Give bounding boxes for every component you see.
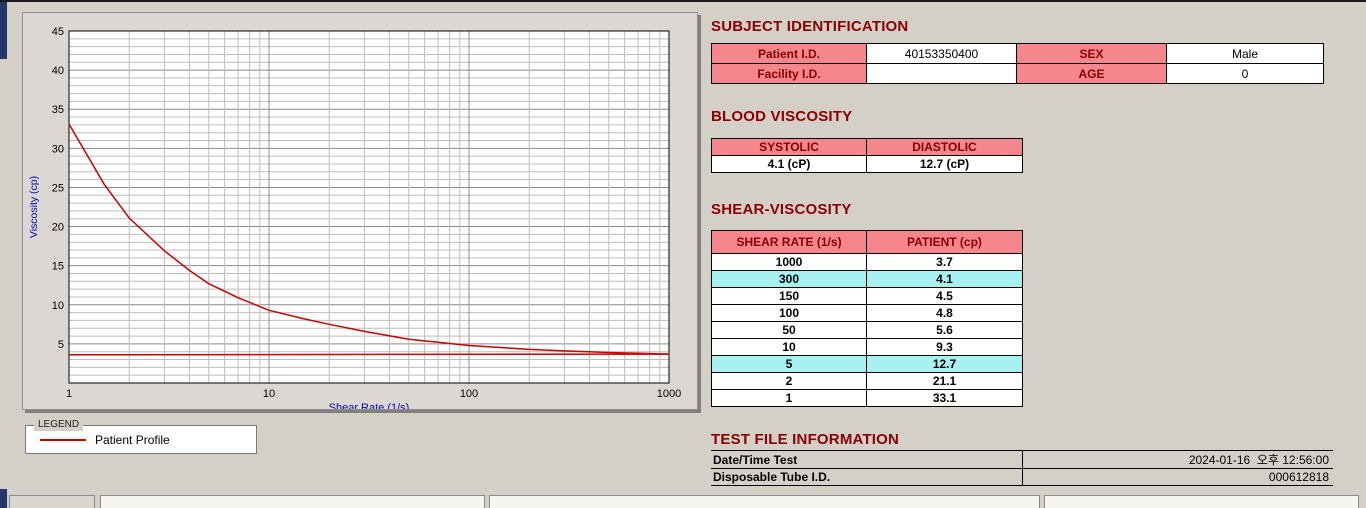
legend-title: LEGEND: [34, 418, 84, 431]
shear-row: 1000 3.7: [711, 253, 1023, 271]
svg-text:25: 25: [52, 182, 64, 194]
disposable-tube-id-value: 000612818: [1021, 468, 1333, 486]
subject-identification-table: Patient I.D. 40153350400 SEX Male Facili…: [711, 43, 1324, 84]
svg-text:Viscosity (cp): Viscosity (cp): [28, 176, 40, 238]
systolic-header: SYSTOLIC: [711, 138, 867, 156]
shear-rate-cell: 2: [711, 372, 867, 390]
window-edge-accent-bottom-left: [0, 489, 7, 508]
patient-id-value: 40153350400: [866, 43, 1017, 64]
svg-text:30: 30: [52, 143, 64, 155]
shear-row: 100 4.8: [711, 304, 1023, 322]
patient-cp-cell: 4.5: [866, 287, 1023, 305]
facility-id-label: Facility I.D.: [711, 63, 867, 84]
svg-text:40: 40: [52, 65, 64, 77]
table-row: Disposable Tube I.D. 000612818: [711, 468, 1333, 486]
table-row: SYSTOLIC DIASTOLIC: [711, 138, 1023, 156]
table-header-row: SHEAR RATE (1/s) PATIENT (cp): [711, 230, 1023, 254]
facility-id-value: [866, 63, 1017, 84]
window-edge-accent-top-left: [0, 2, 7, 59]
sex-label: SEX: [1016, 43, 1167, 64]
patient-cp-cell: 12.7: [866, 355, 1023, 373]
patient-cp-cell: 21.1: [866, 372, 1023, 390]
date-time-test-value: 2024-01-16 오후 12:56:00: [1021, 450, 1333, 469]
taskbar-segment[interactable]: [9, 495, 95, 508]
patient-cp-cell: 33.1: [866, 389, 1023, 407]
sex-value: Male: [1166, 43, 1324, 64]
table-row: Facility I.D. AGE 0: [711, 63, 1324, 84]
test-file-information-table: Date/Time Test 2024-01-16 오후 12:56:00 Di…: [711, 450, 1333, 486]
shear-row: 150 4.5: [711, 287, 1023, 305]
patient-cp-cell: 3.7: [866, 253, 1023, 271]
diastolic-header: DIASTOLIC: [866, 138, 1023, 156]
patient-cp-header: PATIENT (cp): [866, 230, 1023, 254]
shear-rate-cell: 5: [711, 355, 867, 373]
test-file-information-title: TEST FILE INFORMATION: [711, 431, 900, 448]
shear-row: 50 5.6: [711, 321, 1023, 339]
shear-rate-cell: 1: [711, 389, 867, 407]
table-row: 4.1 (cP) 12.7 (cP): [711, 155, 1023, 173]
viscosity-chart: 5 10 15 20 25 30 35 40 45 1 10 100 1000 Viscosity (cp…: [28, 26, 681, 409]
taskbar-segment[interactable]: [1044, 495, 1359, 508]
shear-viscosity-table: SHEAR RATE (1/s) PATIENT (cp) 1000 3.7 300…: [711, 230, 1023, 407]
subject-identification-title: SUBJECT IDENTIFICATION: [711, 18, 909, 35]
shear-rate-cell: 10: [711, 338, 867, 356]
svg-text:10: 10: [52, 300, 64, 312]
shear-row: 5 12.7: [711, 355, 1023, 373]
svg-text:10: 10: [263, 388, 275, 400]
shear-rate-cell: 150: [711, 287, 867, 305]
taskbar-segment[interactable]: [100, 495, 485, 508]
svg-text:1000: 1000: [657, 388, 681, 400]
shear-rate-cell: 100: [711, 304, 867, 322]
age-label: AGE: [1016, 63, 1167, 84]
disposable-tube-id-label: Disposable Tube I.D.: [711, 468, 1022, 486]
legend-entry: Patient Profile: [26, 426, 256, 453]
svg-text:45: 45: [52, 26, 64, 38]
svg-text:1: 1: [66, 388, 72, 400]
age-value: 0: [1166, 63, 1324, 84]
table-row: Patient I.D. 40153350400 SEX Male: [711, 43, 1324, 64]
viscosity-chart-panel: 5 10 15 20 25 30 35 40 45 1 10 100 1000 Viscosity (cp…: [22, 12, 698, 410]
chart-legend: LEGEND Patient Profile: [25, 418, 257, 454]
shear-row: 10 9.3: [711, 338, 1023, 356]
svg-text:15: 15: [52, 261, 64, 273]
blood-viscosity-title: BLOOD VISCOSITY: [711, 108, 853, 125]
date-time-test-label: Date/Time Test: [711, 450, 1022, 469]
shear-viscosity-title: SHEAR-VISCOSITY: [711, 201, 852, 218]
patient-id-label: Patient I.D.: [711, 43, 867, 64]
shear-row: 1 33.1: [711, 389, 1023, 407]
shear-row: 300 4.1: [711, 270, 1023, 288]
shear-rate-header: SHEAR RATE (1/s): [711, 230, 867, 254]
patient-cp-cell: 5.6: [866, 321, 1023, 339]
patient-cp-cell: 4.1: [866, 270, 1023, 288]
shear-viscosity-body: 1000 3.7 300 4.1 150 4.5 100 4.8 50 5.6 10 9.3 5 12.7…: [711, 253, 1023, 407]
blood-viscosity-table: SYSTOLIC DIASTOLIC 4.1 (cP) 12.7 (cP): [711, 138, 1023, 173]
shear-rate-cell: 50: [711, 321, 867, 339]
shear-row: 2 21.1: [711, 372, 1023, 390]
table-row: Date/Time Test 2024-01-16 오후 12:56:00: [711, 450, 1333, 469]
svg-text:20: 20: [52, 222, 64, 234]
systolic-value: 4.1 (cP): [711, 155, 867, 173]
patient-cp-cell: 4.8: [866, 304, 1023, 322]
legend-line-sample-icon: [40, 438, 86, 441]
svg-text:Shear Rate (1/s): Shear Rate (1/s): [329, 402, 410, 409]
diastolic-value: 12.7 (cP): [866, 155, 1023, 173]
shear-rate-cell: 1000: [711, 253, 867, 271]
legend-entry-label: Patient Profile: [95, 432, 170, 447]
svg-text:100: 100: [460, 388, 478, 400]
taskbar-segment[interactable]: [489, 495, 1040, 508]
shear-rate-cell: 300: [711, 270, 867, 288]
svg-text:5: 5: [58, 339, 64, 351]
patient-cp-cell: 9.3: [866, 338, 1023, 356]
svg-text:35: 35: [52, 104, 64, 116]
